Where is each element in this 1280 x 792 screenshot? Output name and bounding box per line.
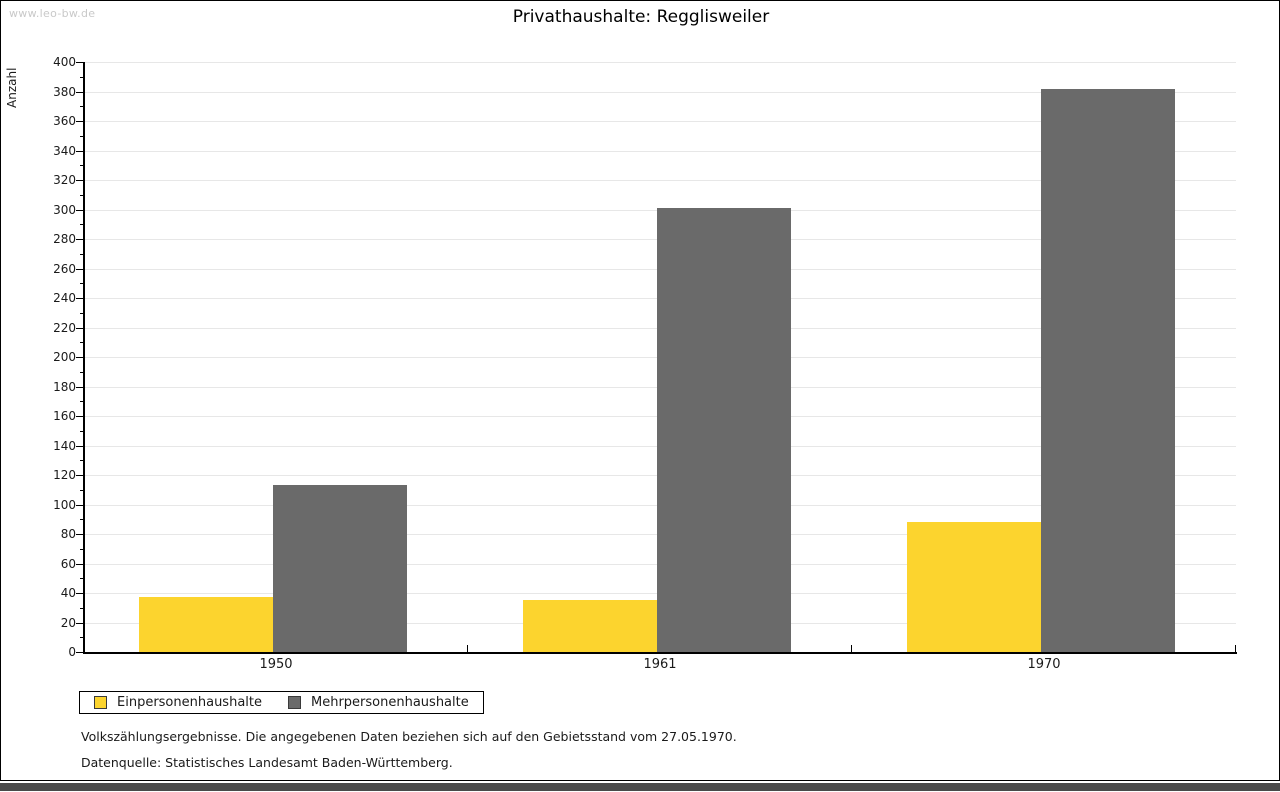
y-tick-label: 340 xyxy=(53,143,76,158)
y-minor-tick xyxy=(80,194,84,196)
y-major-tick xyxy=(76,180,84,181)
y-major-tick xyxy=(76,593,84,594)
y-minor-tick xyxy=(80,224,84,226)
y-tick-label: 240 xyxy=(53,291,76,305)
y-major-tick xyxy=(76,534,84,535)
x-boundary-tick xyxy=(467,645,468,652)
y-tick-label: 80 xyxy=(60,527,76,541)
legend-label-mehrpersonenhaushalte: Mehrpersonenhaushalte xyxy=(311,695,469,710)
y-minor-tick xyxy=(80,489,84,491)
y-tick-label: 40 xyxy=(60,586,76,600)
y-major-tick xyxy=(76,475,84,476)
category-label-1970: 1970 xyxy=(1027,657,1061,672)
y-major-tick xyxy=(76,652,84,653)
x-boundary-tick xyxy=(851,645,852,652)
y-major-tick xyxy=(76,386,84,388)
y-minor-tick xyxy=(80,430,84,432)
gridline xyxy=(85,62,1236,63)
y-major-tick xyxy=(76,209,84,211)
y-tick-label: 120 xyxy=(53,468,76,482)
y-major-tick xyxy=(76,445,84,447)
y-tick-label: 160 xyxy=(53,409,76,423)
category-label-1950: 1950 xyxy=(259,657,293,672)
x-axis-line xyxy=(83,652,1237,654)
gridline xyxy=(85,91,1236,93)
y-tick-label: 260 xyxy=(53,261,76,276)
y-major-tick xyxy=(76,357,84,358)
y-minor-tick xyxy=(80,401,84,403)
y-major-tick xyxy=(76,622,84,624)
y-major-tick xyxy=(76,298,84,299)
y-major-tick xyxy=(76,416,84,417)
legend-item-mehrpersonenhaushalte: Mehrpersonenhaushalte xyxy=(288,695,469,710)
y-axis-line xyxy=(83,62,85,652)
bottom-edge-strip xyxy=(0,783,1280,791)
chart-title: Privathaushalte: Regglisweiler xyxy=(512,7,770,27)
bar-mehrpersonenhaushalte-1950 xyxy=(273,485,407,652)
y-tick-label: 280 xyxy=(53,232,76,246)
category-label-1961: 1961 xyxy=(643,657,677,672)
y-major-tick xyxy=(76,504,84,506)
y-minor-tick xyxy=(80,283,84,285)
legend-swatch-mehrpersonenhaushalte-icon xyxy=(288,696,301,709)
y-minor-tick xyxy=(80,460,84,462)
y-tick-label: 0 xyxy=(68,645,76,659)
y-major-tick xyxy=(76,563,84,565)
footnote-gebietsstand: Volkszählungsergebnisse. Die angegebenen… xyxy=(81,729,737,744)
y-minor-tick xyxy=(80,342,84,344)
y-major-tick xyxy=(76,268,84,270)
y-minor-tick xyxy=(80,253,84,255)
bar-mehrpersonenhaushalte-1961 xyxy=(657,208,791,652)
legend-label-einpersonenhaushalte: Einpersonenhaushalte xyxy=(117,695,262,710)
bar-mehrpersonenhaushalte-1970 xyxy=(1041,88,1175,652)
footnote-datenquelle: Datenquelle: Statistisches Landesamt Bad… xyxy=(81,755,453,770)
bar-einpersonenhaushalte-1950 xyxy=(139,597,273,652)
y-tick-label: 360 xyxy=(53,114,76,128)
y-major-tick xyxy=(76,91,84,93)
y-minor-tick xyxy=(80,106,84,108)
x-boundary-tick xyxy=(1235,645,1236,652)
y-minor-tick xyxy=(80,519,84,521)
y-tick-label: 220 xyxy=(53,320,76,335)
legend-item-einpersonenhaushalte: Einpersonenhaushalte xyxy=(94,695,262,710)
gridline xyxy=(85,180,1236,181)
y-minor-tick xyxy=(80,371,84,373)
y-tick-label: 200 xyxy=(53,350,76,364)
y-major-tick xyxy=(76,239,84,240)
y-tick-label: 380 xyxy=(53,84,76,99)
legend-swatch-einpersonenhaushalte-icon xyxy=(94,696,107,709)
y-tick-label: 400 xyxy=(53,55,76,69)
y-tick-label: 180 xyxy=(53,379,76,394)
y-minor-tick xyxy=(80,135,84,137)
y-minor-tick xyxy=(80,165,84,167)
y-tick-label: 140 xyxy=(53,438,76,453)
y-tick-label: 100 xyxy=(53,497,76,512)
y-minor-tick xyxy=(80,578,84,580)
y-major-tick xyxy=(76,150,84,152)
y-tick-label: 60 xyxy=(60,556,76,571)
y-tick-label: 20 xyxy=(60,615,76,630)
y-major-tick xyxy=(76,327,84,329)
gridline xyxy=(85,150,1236,152)
y-major-tick xyxy=(76,62,84,63)
legend-box: Einpersonenhaushalte Mehrpersonenhaushal… xyxy=(79,691,484,714)
y-minor-tick xyxy=(80,548,84,550)
y-minor-tick xyxy=(80,637,84,639)
gridline xyxy=(85,121,1236,122)
watermark: www.leo-bw.de xyxy=(9,7,96,20)
bar-einpersonenhaushalte-1961 xyxy=(523,600,657,652)
y-minor-tick xyxy=(80,76,84,78)
y-minor-tick xyxy=(80,312,84,314)
y-minor-tick xyxy=(80,607,84,609)
y-tick-label: 300 xyxy=(53,202,76,217)
y-tick-label: 320 xyxy=(53,173,76,187)
bar-einpersonenhaushalte-1970 xyxy=(907,522,1041,652)
y-major-tick xyxy=(76,121,84,122)
